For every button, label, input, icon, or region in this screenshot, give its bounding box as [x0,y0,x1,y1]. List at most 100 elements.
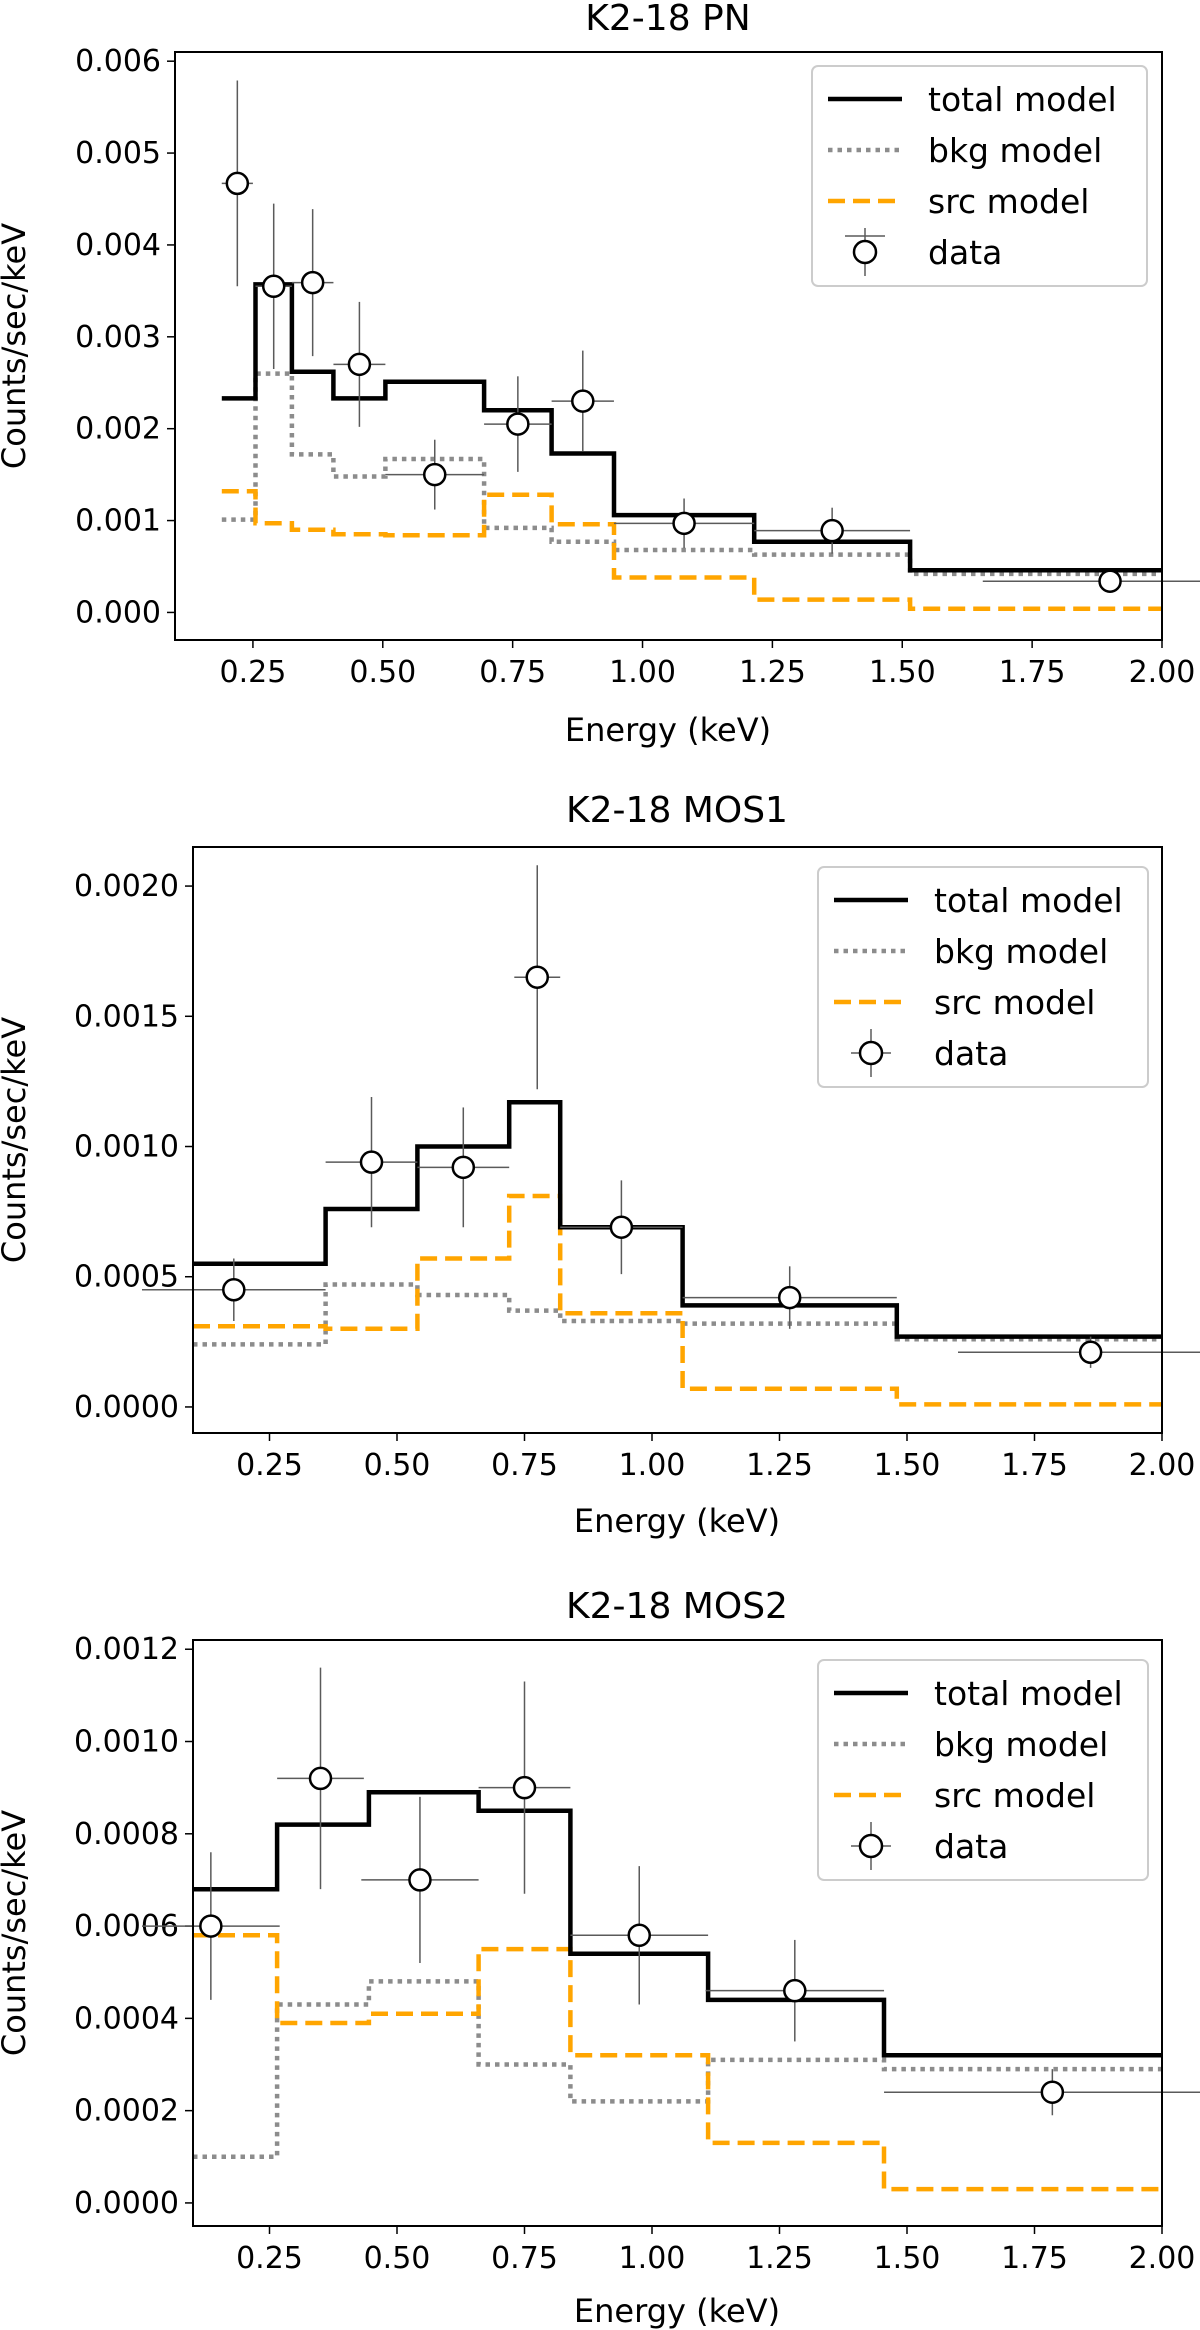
legend-src-label: src model [934,1776,1095,1815]
legend-data-label: data [934,1034,1008,1073]
x-tick-label: 1.25 [739,655,806,690]
x-tick-label: 1.25 [746,2241,813,2276]
axes-frame [192,846,1163,1434]
legend-bkg-label: bkg model [934,932,1108,971]
y-tick-label: 0.0000 [74,1390,179,1425]
total-model-line [221,282,1162,573]
legend-data-marker [852,239,878,265]
legend-data-marker [858,1040,884,1066]
y-tick-label: 0.0000 [74,2186,179,2221]
legend-data-label: data [928,233,1002,272]
x-tick-label: 0.25 [220,655,287,690]
x-tick-label: 0.75 [491,2241,558,2276]
x-tick-label: 1.00 [619,1448,686,1483]
data-point [408,1868,432,1892]
data-point [777,1285,802,1310]
data-point [525,965,549,989]
y-tick-label: 0.0008 [74,1817,179,1852]
x-tick-label: 2.00 [1129,655,1196,690]
legend-frame [817,1659,1149,1881]
y-tick-label: 0.002 [75,412,161,447]
total-model-line [193,1099,1162,1339]
legend-frame [817,866,1149,1088]
y-tick-label: 0.0010 [74,1130,179,1165]
data-point [820,518,844,543]
x-tick-label: 0.75 [491,1448,558,1483]
x-tick-label: 1.00 [619,2241,686,2276]
y-tick-label: 0.0010 [74,1725,179,1760]
y-tick-label: 0.004 [75,228,161,263]
legend-data-marker [858,1833,884,1859]
src-model-line [221,488,1162,612]
legend-total-label: total model [934,1674,1123,1713]
x-tick-label: 1.50 [874,1448,941,1483]
panel-pn-xlabel: Energy (keV) [565,711,771,749]
y-tick-label: 0.000 [75,595,161,630]
panel-mos2-xlabel: Energy (keV) [574,2292,780,2330]
x-tick-label: 1.75 [999,655,1066,690]
axes-frame [174,51,1163,641]
legend-total-label: total model [928,80,1117,119]
data-point [451,1155,476,1180]
y-tick-label: 0.003 [75,320,161,355]
data-point [512,1775,537,1800]
data-point [422,462,447,487]
data-point [783,1978,807,2003]
y-tick-label: 0.0004 [74,2001,179,2036]
x-tick-label: 0.50 [349,655,416,690]
panel-pn-title: K2-18 PN [585,0,750,39]
x-tick-label: 1.50 [869,655,936,690]
legend-bkg-label: bkg model [934,1725,1108,1764]
panel-mos1-xlabel: Energy (keV) [574,1502,780,1540]
y-tick-label: 0.0002 [74,2094,179,2129]
x-tick-label: 1.25 [746,1448,813,1483]
x-tick-label: 0.50 [364,1448,431,1483]
x-tick-label: 1.50 [874,2241,941,2276]
data-point [300,270,325,295]
bkg-model-line [193,1282,1162,1347]
x-tick-label: 0.25 [236,2241,303,2276]
panel-mos2: K2-18 MOS2 Energy (keV) Counts/sec/keV 0… [0,1586,1200,2330]
axes-frame [192,1639,1163,2227]
legend-bkg-label: bkg model [928,131,1102,170]
y-tick-label: 0.005 [75,136,161,171]
data-point [609,1215,634,1239]
data-point [1078,1340,1103,1365]
panel-mos2-title: K2-18 MOS2 [566,1586,788,1627]
data-point [308,1766,333,1791]
y-tick-label: 0.0012 [74,1632,179,1667]
x-tick-label: 2.00 [1129,2241,1196,2276]
panel-mos1-legend: total model bkg model src model data [817,866,1149,1088]
y-tick-label: 0.006 [75,44,161,79]
data-point [222,1278,246,1302]
data-point [1040,2080,1065,2104]
data-point [571,389,595,413]
legend-frame [811,65,1148,287]
data-point [506,412,530,436]
x-tick-label: 1.00 [609,655,676,690]
data-point [225,171,250,196]
y-tick-label: 0.0005 [74,1260,179,1295]
panel-mos1-ylabel: Counts/sec/keV [0,1017,33,1263]
y-tick-label: 0.0020 [74,869,179,904]
panel-mos1-title: K2-18 MOS1 [566,790,788,831]
data-point [347,352,372,377]
x-tick-label: 1.75 [1001,2241,1068,2276]
x-tick-label: 2.00 [1129,1448,1196,1483]
legend-src-label: src model [934,983,1095,1022]
data-point [199,1914,223,1938]
data-point [261,274,286,299]
legend-data-label: data [934,1827,1008,1866]
x-tick-label: 0.75 [479,655,546,690]
x-tick-label: 1.75 [1001,1448,1068,1483]
panel-mos2-legend: total model bkg model src model data [817,1659,1149,1881]
data-point [672,511,696,536]
src-model-line [193,1933,1162,2192]
legend-total-label: total model [934,881,1123,920]
panel-pn-legend: total model bkg model src model data [811,65,1148,287]
x-tick-label: 0.25 [236,1448,303,1483]
panel-mos1: K2-18 MOS1 Energy (keV) Counts/sec/keV 0… [0,790,1200,1540]
bkg-model-line [193,1979,1162,2160]
bkg-model-line [221,371,1162,577]
